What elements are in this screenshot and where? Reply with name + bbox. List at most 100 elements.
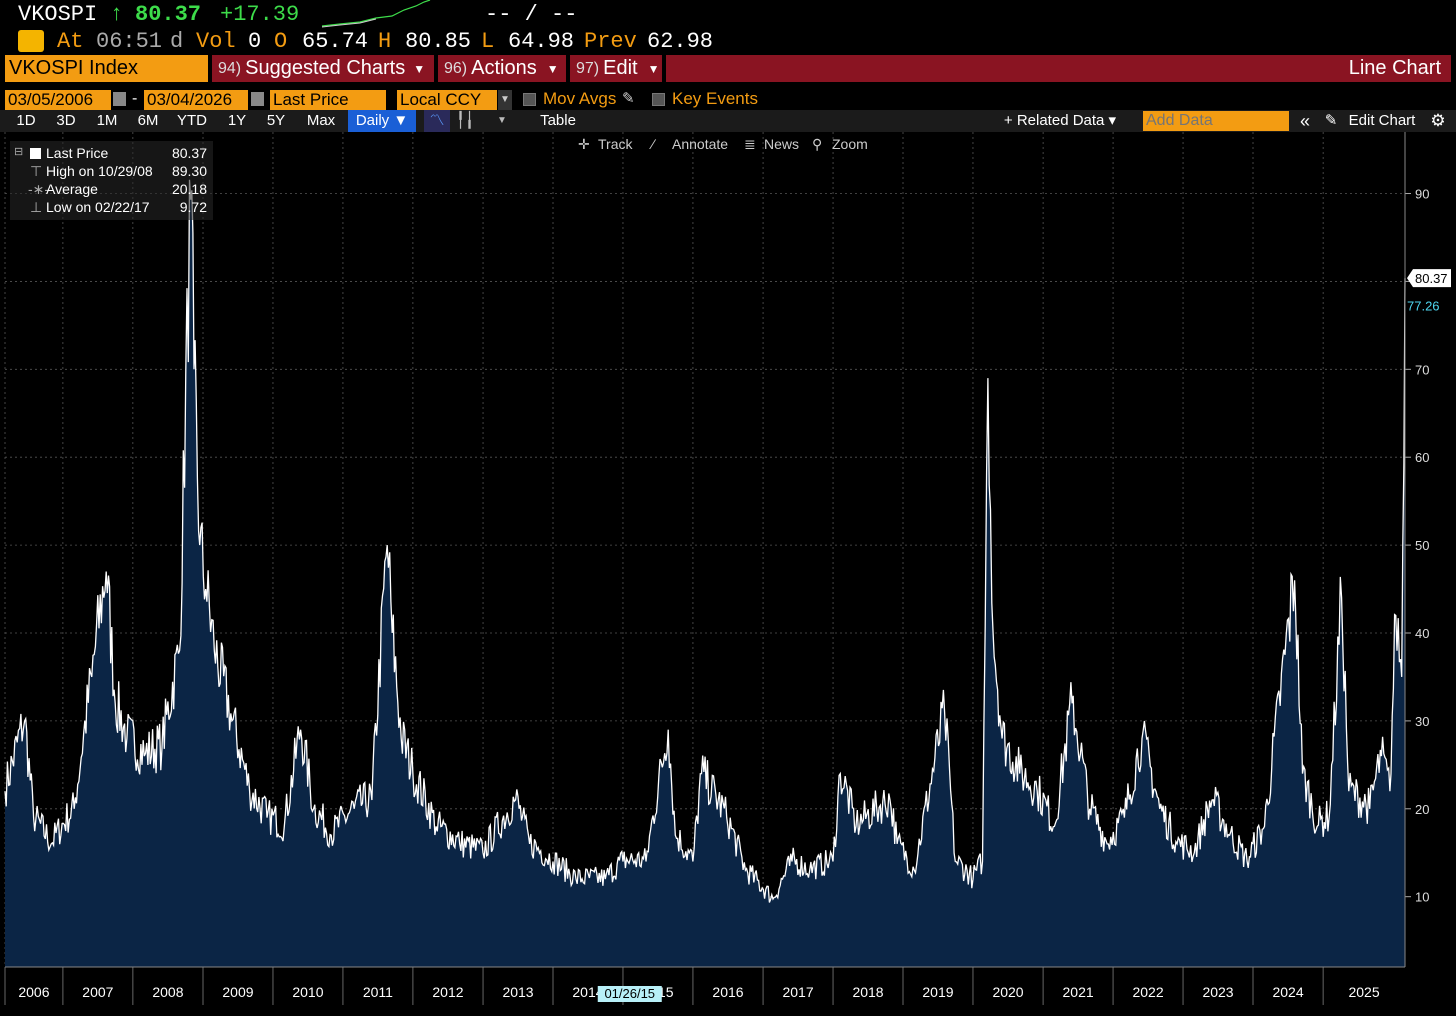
period-3d[interactable]: 3D [56, 112, 76, 129]
chevron-down-icon: ▼ [546, 61, 559, 76]
key-events-checkbox[interactable] [652, 93, 665, 106]
edit-chart-button[interactable]: Edit Chart [1348, 112, 1416, 129]
market-clock-icon[interactable] [18, 30, 44, 52]
currency-select[interactable]: Local CCY [397, 90, 497, 110]
field-select[interactable]: Last Price [270, 90, 386, 110]
collapse-icon[interactable]: « [1299, 111, 1310, 131]
y-tick-label: 30 [1415, 714, 1429, 729]
up-arrow-icon: ↑ [110, 2, 124, 27]
period-ytd[interactable]: YTD [177, 112, 207, 129]
x-tick-label: 2012 [432, 984, 463, 1000]
actions-number: 96) [444, 59, 468, 77]
chevron-down-icon: ▼ [413, 61, 426, 76]
quote-line-1: VKOSPI ↑ 80.37 +17.39 -- / -- [0, 0, 1456, 28]
chevron-down-icon[interactable]: ▼ [497, 115, 507, 126]
pencil-icon[interactable]: ✎ [622, 90, 635, 107]
calendar-icon[interactable] [113, 92, 126, 106]
legend-value: 20.18 [171, 181, 207, 197]
frequency-select[interactable]: Daily ▼ [348, 110, 416, 132]
annotate-button[interactable]: Annotate [672, 136, 729, 152]
high-marker-icon: ⊤ [30, 163, 43, 179]
end-date-field[interactable]: 03/04/2026 [144, 90, 248, 110]
chart-type-label: Line Chart [1348, 57, 1441, 79]
edit-number: 97) [576, 59, 600, 77]
legend-label: Average [46, 181, 98, 197]
bid-ask: -- / -- [485, 2, 578, 27]
period-max[interactable]: Max [306, 112, 336, 129]
start-date-field[interactable]: 03/05/2006 [5, 90, 111, 110]
legend-label: Last Price [46, 145, 109, 161]
vol-label: Vol [196, 29, 236, 54]
last-price-flag-label: 80.37 [1415, 271, 1448, 286]
legend-value: 89.30 [171, 163, 207, 179]
ticker[interactable]: VKOSPI [18, 2, 98, 27]
y-tick-label: 70 [1415, 362, 1429, 377]
value-flags: 80.37 77.26 [1407, 269, 1451, 314]
price-line [4, 179, 1406, 903]
y-tick-label: 90 [1415, 187, 1429, 202]
y-axis: 102030405060708090 [1404, 132, 1429, 967]
x-tick-label: 2020 [992, 984, 1023, 1000]
high-value: 80.85 [405, 29, 472, 54]
x-tick-label: 2011 [363, 984, 393, 1000]
edit-menu[interactable]: 97) Edit ▼ [570, 55, 662, 82]
x-tick-label: 2007 [82, 984, 113, 1000]
y-tick-label: 50 [1415, 538, 1429, 553]
legend-low: ⊥ Low on 02/22/17 9.72 [10, 199, 213, 217]
collapse-box-icon[interactable]: ⊟ [14, 146, 24, 158]
sparkline [321, 0, 431, 28]
gear-icon[interactable]: ⚙ [1430, 111, 1446, 130]
average-marker-icon: -∗- [28, 181, 50, 197]
related-data-button[interactable]: + Related Data ▾ [1003, 112, 1117, 129]
legend-last-price[interactable]: ⊟ Last Price 80.37 [10, 145, 213, 163]
x-tick-label: 2006 [18, 984, 49, 1000]
x-tick-label: 2019 [922, 984, 953, 1000]
edit-label: Edit [603, 57, 638, 79]
chart-tools: ✛ Track ∕ Annotate ≣ News ⚲ Zoom [570, 134, 880, 154]
quote-line-2: At 06:51 d Vol 0 O 65.74 H 80.85 L 64.98… [0, 28, 1456, 54]
at-label: At [57, 29, 84, 54]
title-bar: VKOSPI Index 94) Suggested Charts ▼ 96) … [0, 55, 1456, 82]
time-flag: d [170, 29, 184, 54]
actions-label: Actions [471, 57, 537, 79]
suggested-charts-menu[interactable]: 94) Suggested Charts ▼ [212, 55, 434, 82]
x-tick-label: 2010 [292, 984, 323, 1000]
legend-value: 9.72 [179, 199, 207, 215]
add-data-input[interactable] [1143, 111, 1289, 131]
suggested-charts-number: 94) [218, 59, 242, 77]
x-tick-label: 2018 [852, 984, 883, 1000]
period-1m[interactable]: 1M [96, 112, 118, 129]
track-button[interactable]: Track [598, 136, 633, 152]
low-marker-icon: ⊥ [30, 199, 43, 215]
key-events-label: Key Events [672, 89, 758, 108]
actions-menu[interactable]: 96) Actions ▼ [438, 55, 566, 82]
zoom-button[interactable]: Zoom [832, 136, 868, 152]
news-button[interactable]: News [764, 136, 800, 152]
period-5y[interactable]: 5Y [266, 112, 286, 129]
crosshair-icon[interactable]: ✛ [578, 136, 590, 152]
y-tick-label: 60 [1415, 450, 1429, 465]
open-value: 65.74 [302, 29, 369, 54]
mov-avgs-checkbox[interactable] [523, 93, 536, 106]
search-icon[interactable]: ⚲ [812, 136, 823, 152]
security-field[interactable]: VKOSPI Index [5, 55, 208, 82]
period-1y[interactable]: 1Y [227, 112, 247, 129]
line-chart[interactable]: 102030405060708090 200620072008200920102… [0, 132, 1456, 1016]
bar-chart-icon[interactable]: ╿╽ [455, 112, 475, 129]
last-price: 80.37 [135, 2, 202, 27]
x-tick-label: 2025 [1348, 984, 1379, 1000]
period-1d[interactable]: 1D [16, 112, 36, 129]
legend-label: Low on 02/22/17 [46, 199, 150, 215]
y-tick-label: 20 [1415, 802, 1429, 817]
chevron-down-icon[interactable]: ▼ [498, 90, 512, 110]
period-6m[interactable]: 6M [137, 112, 159, 129]
news-icon[interactable]: ≣ [744, 136, 756, 152]
calendar-icon[interactable] [251, 92, 264, 106]
low-value: 64.98 [508, 29, 575, 54]
table-button[interactable]: Table [540, 112, 576, 129]
x-tick-label: 2009 [222, 984, 253, 1000]
line-chart-icon[interactable]: 〽 [424, 110, 450, 132]
pencil-icon[interactable]: ∕ [652, 136, 655, 152]
prev-value: 62.98 [647, 29, 714, 54]
open-label: O [274, 29, 288, 54]
